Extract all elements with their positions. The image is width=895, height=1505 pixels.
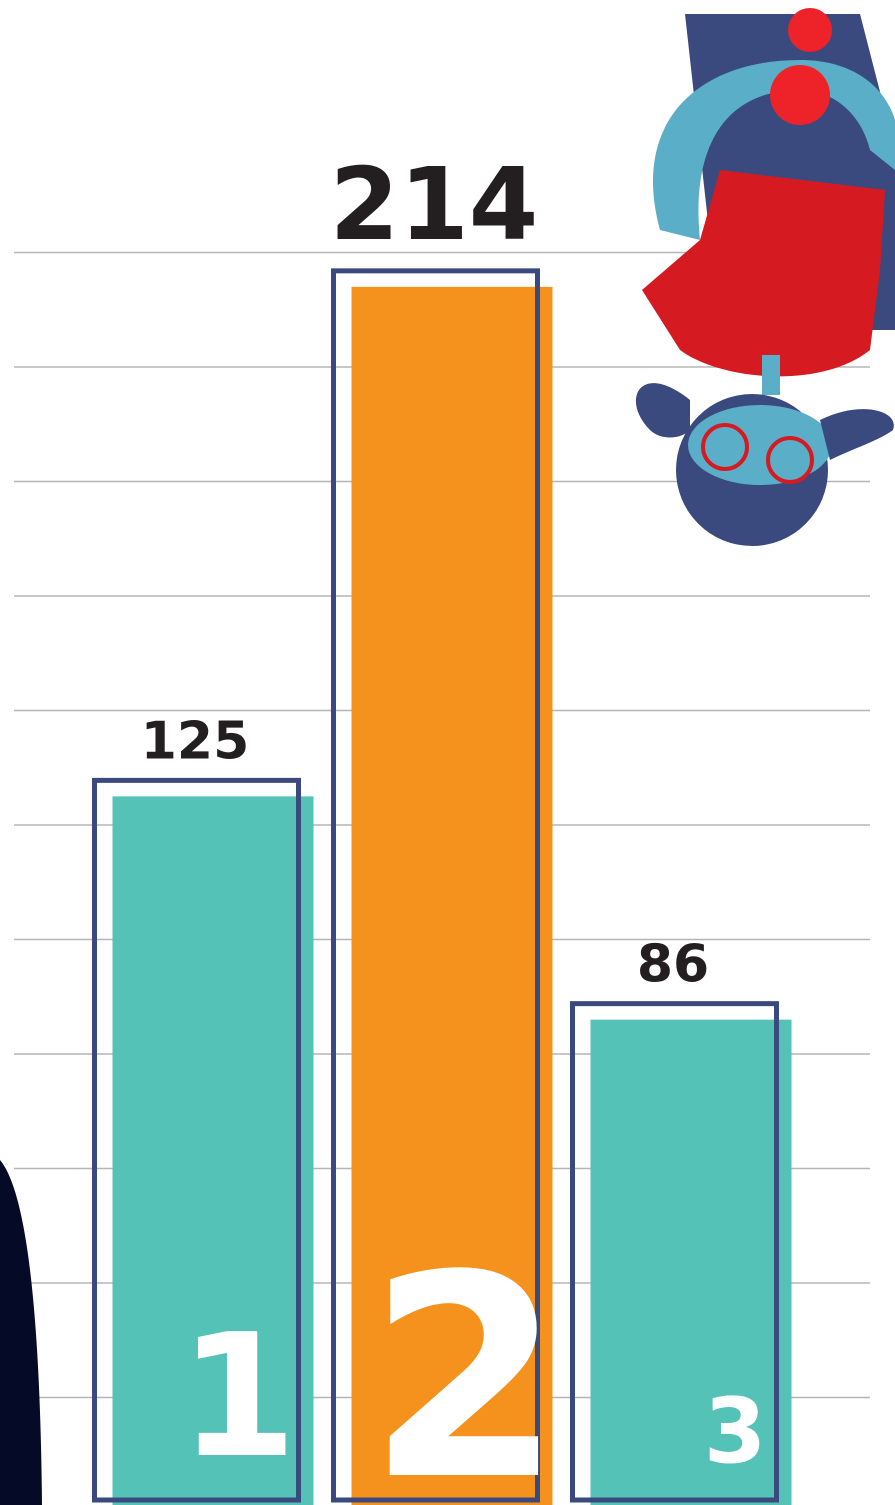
- character-hair: [636, 383, 690, 437]
- character-face: [688, 405, 832, 485]
- background-shape: [0, 1160, 42, 1505]
- chart: 125 1 214 2 86 3: [0, 0, 895, 1505]
- character-hair: [820, 409, 894, 460]
- character-neck: [762, 355, 780, 395]
- value-label: 125: [141, 711, 250, 771]
- toy: [788, 8, 832, 52]
- category-label: 2: [368, 1216, 563, 1505]
- category-label: 3: [704, 1379, 767, 1484]
- category-label: 1: [179, 1298, 297, 1496]
- value-label: 86: [637, 935, 709, 995]
- page: 12512142863 (() => { const data = JSON.p…: [0, 0, 895, 1505]
- toy: [770, 65, 830, 125]
- value-label: 214: [330, 146, 539, 263]
